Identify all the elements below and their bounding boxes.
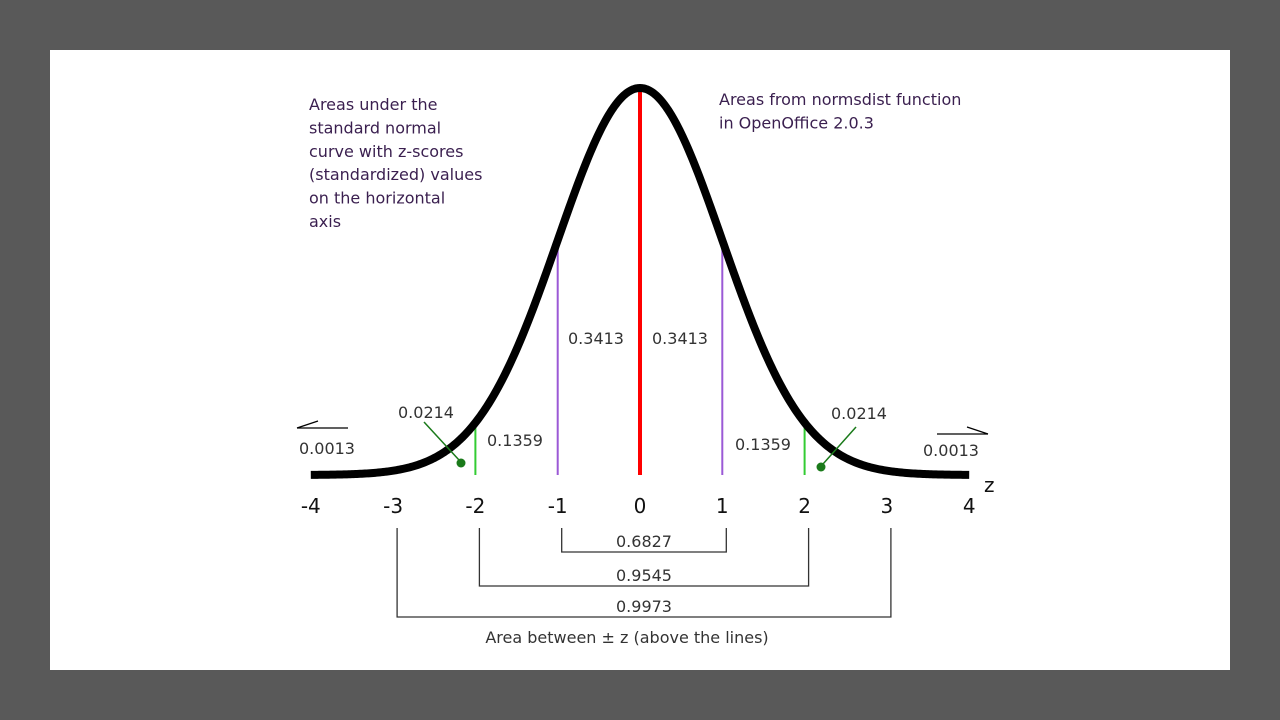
- bracket-label: 0.9973: [616, 597, 672, 616]
- x-tick-label: -1: [548, 494, 568, 518]
- x-tick-label: 3: [881, 494, 894, 518]
- area-label: 0.0214: [831, 404, 887, 423]
- x-axis-label: z: [984, 473, 995, 497]
- area-label: 0.0013: [923, 441, 979, 460]
- x-tick-label: -3: [383, 494, 403, 518]
- tail-arrow-right-head: [966, 426, 989, 435]
- x-tick-label: -2: [465, 494, 485, 518]
- annotation-right-line: Areas from normsdist function: [719, 90, 961, 109]
- area-label: 0.0013: [299, 439, 355, 458]
- bracket-3sd: [396, 528, 892, 618]
- marker-dot-right: [816, 462, 826, 472]
- bracket-label: 0.6827: [616, 532, 672, 551]
- bracket-1sd: [561, 528, 727, 553]
- x-tick-label: -4: [301, 494, 321, 518]
- annotation-left-line: on the horizontal: [309, 189, 445, 208]
- annotation-left-line: axis: [309, 212, 341, 231]
- area-label: 0.0214: [398, 403, 454, 422]
- normal-curve: [308, 84, 972, 479]
- annotation-left-line: (standardized) values: [309, 165, 482, 184]
- leader-line-left: [423, 421, 460, 461]
- annotation-left-line: standard normal: [309, 118, 441, 137]
- x-tick-label: 1: [716, 494, 729, 518]
- area-label: 0.1359: [487, 431, 543, 450]
- annotation-right-line: in OpenOffice 2.0.3: [719, 113, 874, 132]
- tail-arrow-left-head: [296, 420, 319, 429]
- area-label: 0.3413: [568, 329, 624, 348]
- normal-distribution-chart: -4 -3 -2 -1 0 1 2 3 4z 0.3413 0.3413 0.1359 0.1359 0.…: [296, 84, 995, 647]
- chart-panel: -4 -3 -2 -1 0 1 2 3 4 z 0.3413 0.3413 0.1359 0.1359 0.…: [50, 50, 1230, 670]
- x-tick-label: 2: [798, 494, 811, 518]
- bracket-caption: Area between ± z (above the lines): [485, 628, 768, 647]
- annotation-left-line: Areas under the: [309, 95, 437, 114]
- x-tick-label: 4: [963, 494, 976, 518]
- area-label: 0.3413: [652, 329, 708, 348]
- leader-line-right: [822, 426, 857, 465]
- bracket-2sd: [478, 528, 810, 587]
- x-tick-label: 0: [634, 494, 647, 518]
- annotation-left-line: curve with z-scores: [309, 142, 463, 161]
- marker-dot-left: [456, 458, 466, 468]
- area-label: 0.1359: [735, 435, 791, 454]
- bracket-label: 0.9545: [616, 566, 672, 585]
